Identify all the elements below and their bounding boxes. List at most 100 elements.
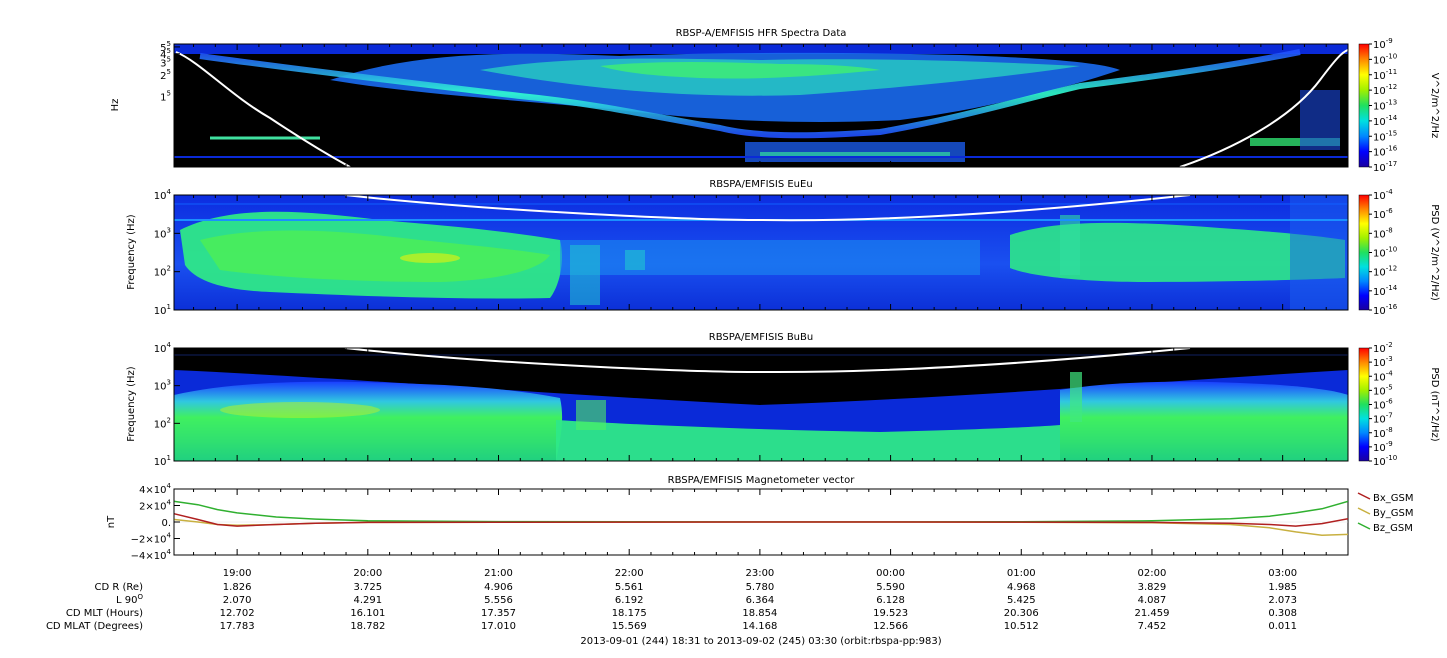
colorbar-tick-label: 10-4 [1373,369,1393,383]
ytick-label-mantissa: 5 [160,43,166,54]
ytick-label-mantissa: 10 [154,344,167,355]
mag-ylabel: nT [106,515,117,528]
legend-swatch [1357,492,1371,500]
colorbar-tick-label-exponent: -6 [1386,398,1394,406]
colorbar-tick-label-exponent: -14 [1386,114,1398,122]
bubu-colorbar: 10-210-310-410-510-610-710-810-910-10PSD… [1358,341,1440,468]
colorbar-tick-label-exponent: -5 [1386,383,1393,391]
colorbar-tick-label: 10-3 [1373,355,1393,369]
ephemeris-value: 17.783 [220,621,255,632]
colorbar-tick-label-mantissa: 10 [1373,102,1386,113]
ytick-label-exponent: 3 [167,226,171,234]
colorbar-tick-label-mantissa: 10 [1373,358,1386,369]
ytick-label: −4×104 [131,548,172,562]
legend-label: Bz_GSM [1373,523,1413,534]
ytick-label-mantissa: 10 [154,306,167,317]
xtick-label: 22:00 [615,568,644,579]
colorbar-tick-label: 10-2 [1373,341,1393,355]
colorbar-tick-label-mantissa: 10 [1373,132,1386,143]
colorbar-tick-label-exponent: -9 [1386,37,1393,45]
colorbar-tick-label-mantissa: 10 [1373,306,1386,317]
ytick-label: 103 [154,379,171,393]
colorbar-tick-label-mantissa: 10 [1373,287,1386,298]
ytick-label: 55 [160,40,171,54]
ytick-label-exponent: 4 [167,482,172,490]
ephemeris-value: 20.306 [1004,608,1039,619]
colorbar-tick-label: 10-6 [1373,398,1393,412]
ytick-label-exponent: 2 [167,416,171,424]
colorbar-tick-label-mantissa: 10 [1373,372,1386,383]
colorbar-tick-label: 10-12 [1373,265,1397,279]
colorbar-tick-label-exponent: -14 [1386,284,1398,292]
colorbar-tick-label-exponent: -8 [1386,426,1393,434]
ephemeris-value: 18.175 [612,608,647,619]
colorbar-tick-label-mantissa: 10 [1373,457,1386,468]
ytick-label: 102 [154,265,171,279]
ephemeris-value: 5.561 [615,582,644,593]
xtick-label: 01:00 [1007,568,1036,579]
ephemeris-label: CD R (Re) [95,582,144,593]
ephemeris-label-sup: O [137,593,143,601]
ytick-label: 104 [154,188,172,202]
colorbar-tick-label: 10-7 [1373,412,1393,426]
ephemeris-value: 18.854 [742,608,777,619]
colorbar-tick-label: 10-14 [1373,284,1398,298]
ephemeris-value: 5.556 [484,595,513,606]
colorbar-tick-label-mantissa: 10 [1373,148,1386,159]
eueu-ylabel: Frequency (Hz) [126,214,137,290]
ytick-label: 25 [160,68,171,82]
ytick-label-exponent: 4 [167,548,172,556]
ephemeris-label: CD MLT (Hours) [66,608,143,619]
colorbar-label: PSD (V^2/m^2/Hz) [1429,204,1440,301]
ytick-label: −2×104 [131,532,172,546]
colorbar-tick-label-mantissa: 10 [1373,71,1386,82]
ephemeris-value: 5.590 [876,582,905,593]
colorbar-tick-label-mantissa: 10 [1373,40,1386,51]
colorbar-tick-label: 10-17 [1373,160,1397,174]
colorbar-gradient [1358,194,1370,311]
colorbar-tick-label: 10-4 [1373,188,1393,202]
colorbar-tick-label: 10-11 [1373,68,1397,82]
colorbar-tick-label-exponent: -2 [1386,341,1393,349]
colorbar-tick-label-mantissa: 10 [1373,344,1386,355]
legend-swatch [1357,507,1371,515]
colorbar-tick-label-exponent: -15 [1386,129,1397,137]
colorbar-tick-label: 10-5 [1373,383,1393,397]
ephemeris-value: 1.826 [223,582,252,593]
colorbar-tick-label-mantissa: 10 [1373,191,1386,202]
colorbar-tick-label-exponent: -16 [1386,145,1398,153]
colorbar-tick-label-mantissa: 10 [1373,268,1386,279]
colorbar-tick-label-mantissa: 10 [1373,415,1386,426]
xtick-label: 23:00 [745,568,774,579]
ephemeris-label: CD MLAT (Degrees) [46,621,143,632]
ytick-label: 4×104 [139,482,171,496]
ephemeris-value: 16.101 [350,608,385,619]
eueu-panel: RBSPA/EMFISIS EuEu Frequency (Hz) 104103… [126,179,1440,317]
ytick-label-exponent: 5 [167,40,171,48]
series-line-bx_gsm [174,513,1348,527]
ephemeris-value: 4.291 [353,595,382,606]
bubu-title: RBSPA/EMFISIS BuBu [709,332,813,343]
hfr-panel: RBSP-A/EMFISIS HFR Spectra Data H [110,28,1440,174]
legend-label: By_GSM [1373,508,1414,519]
mag-title: RBSPA/EMFISIS Magnetometer vector [668,475,856,486]
x-ticks [193,44,1349,555]
colorbar-tick-label-exponent: -4 [1386,188,1394,196]
colorbar-tick-label-mantissa: 10 [1373,386,1386,397]
ephemeris-value: 10.512 [1004,621,1039,632]
xtick-label: 20:00 [353,568,382,579]
ytick-label-exponent: 4 [167,499,172,507]
bubu-ylabel: Frequency (Hz) [126,366,137,442]
colorbar-tick-label-mantissa: 10 [1373,163,1386,174]
colorbar-tick-label: 10-16 [1373,303,1398,317]
ephemeris-value: 3.829 [1138,582,1167,593]
x-tick-labels: 19:00 20:00 21:00 22:00 23:00 00:00 01:00 02:00… [223,568,1297,579]
colorbar-tick-label-exponent: -4 [1386,369,1394,377]
colorbar-tick-label: 10-14 [1373,114,1398,128]
colorbar-tick-label-mantissa: 10 [1373,401,1386,412]
